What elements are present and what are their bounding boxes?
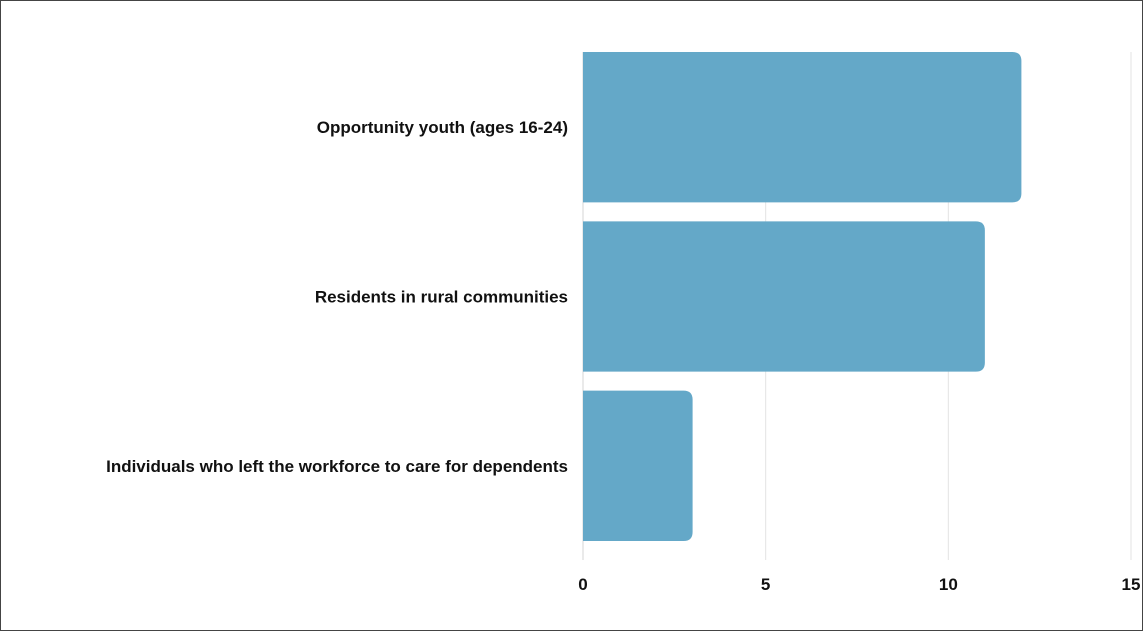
bar [583, 221, 985, 372]
bar [583, 52, 1022, 203]
category-label: Residents in rural communities [315, 288, 568, 307]
x-tick-label: 5 [761, 575, 770, 594]
category-label: Opportunity youth (ages 16-24) [317, 118, 568, 137]
x-tick-label: 15 [1122, 575, 1141, 594]
category-labels: Opportunity youth (ages 16-24) Residents … [106, 118, 568, 476]
bar [583, 390, 693, 541]
category-label: Individuals who left the workforce to ca… [106, 457, 568, 476]
x-axis-tick-labels: 0 5 10 15 [578, 575, 1140, 594]
bars [583, 52, 1022, 541]
x-tick-label: 10 [939, 575, 958, 594]
x-tick-label: 0 [578, 575, 587, 594]
